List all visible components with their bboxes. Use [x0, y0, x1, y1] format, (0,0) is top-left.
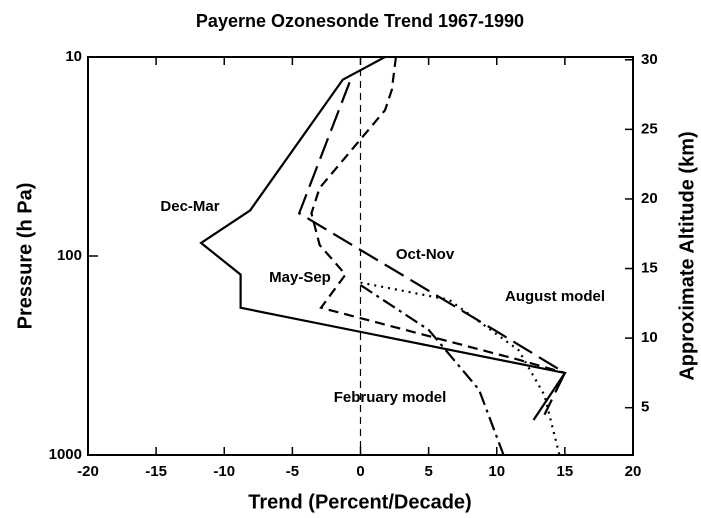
x-axis-title: Trend (Percent/Decade): [248, 491, 471, 513]
series-label: May-Sep: [269, 269, 331, 286]
x-tick-label: -15: [145, 463, 167, 480]
series-label: February model: [334, 389, 447, 406]
y2-tick-label: 25: [641, 120, 658, 137]
y-axis-title: Pressure (h Pa): [14, 183, 36, 330]
y-tick-label: 100: [57, 247, 82, 264]
x-tick-label: 20: [625, 463, 642, 480]
x-tick-label: 10: [488, 463, 505, 480]
x-tick-label: 15: [557, 463, 574, 480]
series-line: [360, 281, 561, 456]
series-line: [359, 284, 505, 456]
series-label: Oct-Nov: [396, 246, 455, 263]
series-label: Dec-Mar: [160, 198, 219, 215]
chart-title: Payerne Ozonesonde Trend 1967-1990: [196, 11, 524, 31]
y2-tick-label: 15: [641, 259, 658, 276]
series-line: [199, 56, 567, 421]
y2-tick-label: 5: [641, 399, 649, 416]
y2-tick-label: 10: [641, 329, 658, 346]
x-tick-label: -5: [286, 463, 299, 480]
x-tick-label: 5: [424, 463, 432, 480]
series-line: [310, 56, 566, 375]
x-tick-label: 0: [356, 463, 364, 480]
y-tick-label: 10: [65, 48, 82, 65]
y2-axis-title: Approximate Altitude (km): [676, 131, 698, 380]
y2-tick-label: 20: [641, 190, 658, 207]
y2-tick-label: 30: [641, 51, 658, 68]
y-tick-label: 1000: [49, 446, 82, 463]
x-tick-label: -10: [213, 463, 235, 480]
x-tick-label: -20: [77, 463, 99, 480]
series-line: [297, 81, 567, 416]
series-label: August model: [505, 288, 605, 305]
